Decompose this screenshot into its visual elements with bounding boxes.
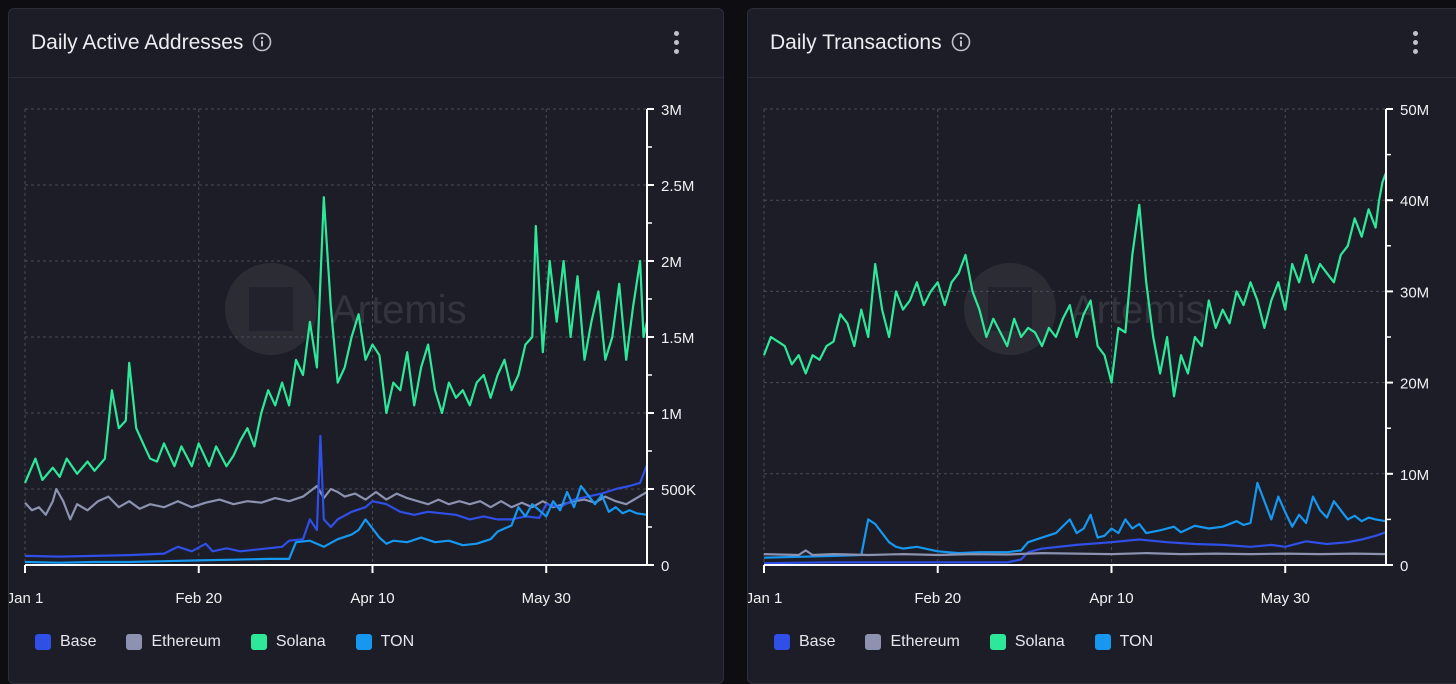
legend-item-ton[interactable]: TON: [1094, 633, 1154, 651]
legend-swatch: [250, 634, 267, 650]
series-line-base[interactable]: [763, 531, 1387, 565]
legend-swatch: [989, 634, 1006, 650]
legend-label: Base: [799, 633, 836, 650]
chart-panel-daily-active-addresses: Daily Active Addresses Artemis 0 500K 1M 1.5…: [8, 8, 724, 684]
artemis-watermark: Artemis: [964, 263, 1206, 355]
legend-label: Ethereum: [890, 633, 960, 650]
y-tick-label: 30M: [1400, 284, 1429, 301]
series-line-base[interactable]: [24, 434, 649, 558]
line-chart-daily-transactions: Artemis 0 10M 20M 30M 40M 50M Jan 1 Feb 20 Apr 10…: [748, 102, 1429, 607]
legend-swatch: [1094, 634, 1111, 650]
legend-swatch: [126, 634, 143, 650]
series-line-ton[interactable]: [763, 481, 1387, 559]
panel-title: Daily Active Addresses: [31, 31, 272, 55]
legend-swatch: [35, 634, 51, 650]
legend-item-base[interactable]: Base: [774, 633, 835, 651]
legend-swatch: [774, 634, 790, 650]
x-tick-label: Jan 1: [748, 590, 782, 607]
legend-item-base[interactable]: Base: [35, 633, 96, 651]
y-tick-label: 1.5M: [661, 330, 694, 347]
legend-item-solana[interactable]: Solana: [989, 633, 1065, 651]
info-icon[interactable]: [252, 32, 272, 52]
info-icon[interactable]: [951, 32, 971, 52]
y-tick-label: 10M: [1400, 467, 1429, 484]
kebab-menu-icon[interactable]: [669, 31, 683, 57]
line-chart-daily-active-addresses: Artemis 0 500K 1M 1.5M 2M 2.5M 3M Jan 1 Feb 20 Apr…: [9, 102, 696, 607]
watermark-text: Artemis: [331, 288, 467, 332]
y-tick-label: 0: [1400, 558, 1408, 575]
kebab-menu-icon[interactable]: [1408, 31, 1422, 57]
chart-legend: Base Ethereum Solana TON: [35, 633, 444, 651]
y-tick-label: 0: [661, 558, 669, 575]
x-tick-label: Apr 10: [350, 590, 394, 607]
series-line-solana[interactable]: [23, 196, 649, 484]
legend-item-ethereum[interactable]: Ethereum: [865, 633, 960, 651]
chart-panel-daily-transactions: Daily Transactions Artemis 0 10M 20M 30M 40M 5…: [747, 8, 1456, 684]
x-tick-label: May 30: [522, 590, 571, 607]
panel-header: Daily Transactions: [748, 9, 1456, 78]
artemis-watermark: Artemis: [225, 263, 467, 355]
y-tick-label: 500K: [661, 482, 696, 499]
legend-swatch: [865, 634, 882, 650]
series-line-ethereum[interactable]: [763, 549, 1387, 557]
legend-label: Base: [60, 633, 97, 650]
legend-label: Solana: [275, 633, 326, 650]
y-tick-label: 40M: [1400, 193, 1429, 210]
y-tick-label: 2M: [661, 254, 682, 271]
panel-title: Daily Transactions: [770, 31, 971, 55]
x-tick-label: May 30: [1261, 590, 1310, 607]
y-tick-label: 1M: [661, 406, 682, 423]
y-tick-label: 20M: [1400, 376, 1429, 393]
legend-item-ton[interactable]: TON: [355, 633, 415, 651]
y-tick-label: 2.5M: [661, 178, 694, 195]
y-tick-label: 3M: [661, 102, 682, 119]
panel-header: Daily Active Addresses: [9, 9, 723, 78]
y-tick-label: 50M: [1400, 102, 1429, 119]
series-line-ethereum[interactable]: [24, 484, 648, 521]
legend-label: Solana: [1014, 633, 1065, 650]
legend-swatch: [355, 634, 372, 650]
watermark-text: Artemis: [1070, 288, 1206, 332]
legend-item-ethereum[interactable]: Ethereum: [126, 633, 221, 651]
x-tick-label: Apr 10: [1089, 590, 1133, 607]
series-line-ton[interactable]: [24, 484, 648, 564]
legend-item-solana[interactable]: Solana: [250, 633, 326, 651]
legend-label: TON: [380, 633, 415, 650]
legend-label: Ethereum: [151, 633, 221, 650]
x-tick-label: Jan 1: [9, 590, 43, 607]
x-tick-label: Feb 20: [914, 590, 961, 607]
legend-label: TON: [1119, 633, 1154, 650]
x-tick-label: Feb 20: [175, 590, 222, 607]
chart-legend: Base Ethereum Solana TON: [774, 633, 1183, 651]
series-line-solana[interactable]: [762, 172, 1388, 398]
